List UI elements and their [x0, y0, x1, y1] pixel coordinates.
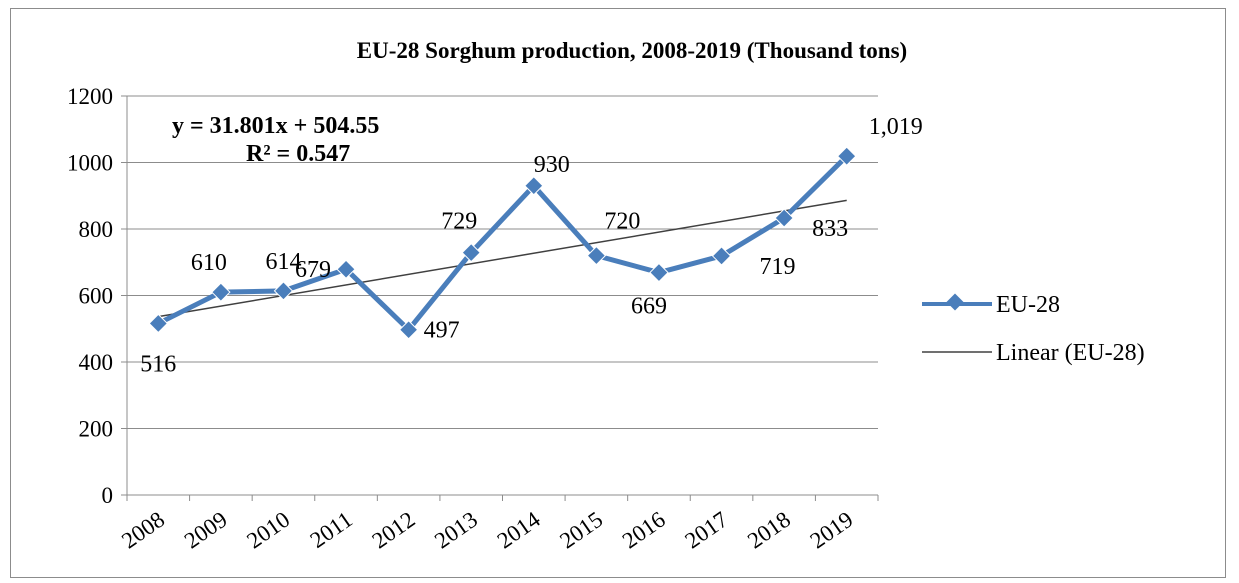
data-point-marker [649, 262, 669, 283]
x-tick-label: 2013 [430, 507, 482, 554]
data-point-marker [461, 242, 481, 263]
data-point-marker [837, 146, 857, 166]
trendline [158, 199, 847, 318]
trendline-group [158, 199, 847, 318]
y-tick-label: 600 [79, 284, 114, 309]
data-point-marker [524, 176, 544, 196]
x-axis-ticks: 2008 2009 2010 2011 2012 2013 2014 2015 2016 2017… [117, 506, 857, 553]
data-point-marker [711, 246, 732, 266]
y-axis-ticks: 0 200 400 600 800 1000 1200 [67, 84, 113, 508]
legend-series-marker [946, 293, 964, 311]
x-tick-label: 2016 [618, 507, 670, 554]
y-tick-label: 0 [102, 483, 114, 508]
x-tick-label: 2019 [806, 507, 858, 554]
legend: EU-28 Linear (EU-28) [922, 292, 1145, 366]
data-label: 610 [191, 250, 227, 276]
y-tick-label: 1200 [67, 84, 113, 109]
data-point-marker [273, 281, 294, 301]
data-label: 679 [295, 257, 331, 283]
data-label: 729 [441, 209, 477, 235]
trendline-r-squared: R² = 0.547 [246, 141, 350, 167]
y-tick-label: 400 [79, 350, 114, 375]
legend-trendline-name: Linear (EU-28) [996, 340, 1145, 366]
y-tick-label: 1000 [67, 151, 113, 176]
data-point-marker [148, 313, 168, 334]
axes [121, 95, 879, 501]
data-label: 614 [265, 249, 301, 275]
data-label: 516 [140, 351, 176, 377]
series-line-eu-28 [157, 154, 849, 333]
data-label: 497 [424, 318, 460, 344]
y-tick-label: 200 [79, 417, 114, 442]
x-tick-label: 2010 [242, 507, 294, 554]
series-group [148, 146, 857, 340]
x-tick-label: 2009 [180, 507, 232, 554]
data-label: 833 [812, 216, 848, 242]
data-point-marker [336, 259, 356, 279]
x-tick-label: 2012 [367, 507, 419, 554]
x-tick-label: 2008 [117, 507, 169, 554]
x-tick-label: 2014 [493, 506, 545, 553]
data-label: 1,019 [869, 114, 923, 140]
x-tick-label: 2011 [306, 507, 357, 553]
trendline-equation: y = 31.801x + 504.55 [172, 113, 379, 139]
chart-title: EU-28 Sorghum production, 2008-2019 (Tho… [357, 38, 907, 63]
data-point-marker [211, 282, 231, 302]
x-tick-label: 2017 [680, 507, 732, 554]
data-point-marker [586, 245, 607, 266]
data-label: 930 [534, 152, 570, 178]
data-label: 669 [631, 294, 667, 320]
gridlines [127, 95, 878, 429]
y-tick-label: 800 [79, 217, 114, 242]
data-label: 720 [604, 209, 640, 235]
data-point-marker [774, 208, 794, 228]
x-tick-label: 2015 [555, 507, 607, 554]
data-point-marker [398, 320, 419, 340]
data-label: 719 [760, 254, 796, 280]
legend-series-name: EU-28 [996, 292, 1060, 318]
x-tick-label: 2018 [743, 507, 795, 554]
